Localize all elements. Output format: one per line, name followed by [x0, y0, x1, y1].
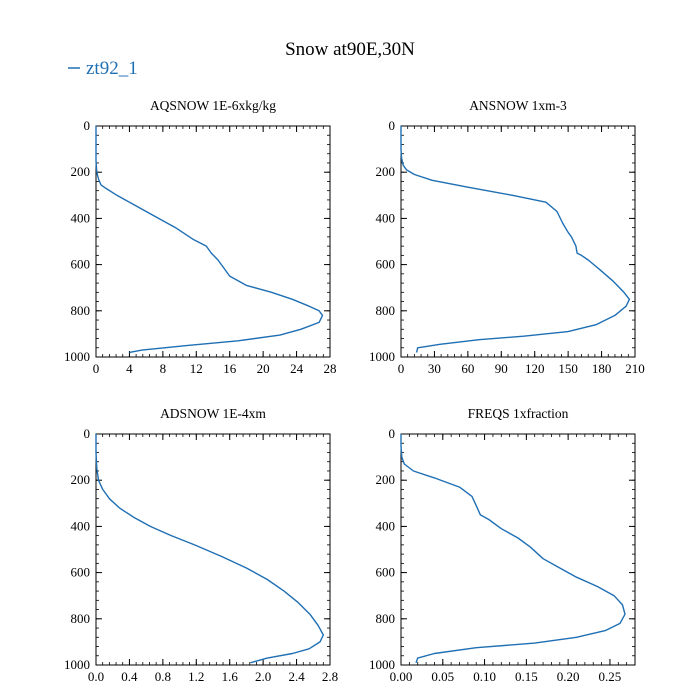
minor-ticks — [95, 433, 331, 666]
legend: zt92_1 — [68, 58, 138, 79]
x-tick-label: 0 — [398, 361, 405, 376]
series-line-zt92_1 — [95, 434, 324, 664]
x-tick-label: 4 — [126, 361, 133, 376]
panel-title: ADSNOW 1E-4xm — [160, 406, 266, 421]
legend-label: zt92_1 — [86, 58, 138, 79]
y-tick-label: 1000 — [64, 657, 90, 672]
x-tick-label: 0.00 — [390, 669, 413, 684]
y-tick-label: 200 — [376, 164, 396, 179]
y-tick-label: 1000 — [64, 349, 90, 364]
panel-title: AQSNOW 1E-6xkg/kg — [150, 98, 276, 113]
x-tick-label: 0.15 — [515, 669, 538, 684]
x-tick-label: 1.6 — [222, 669, 239, 684]
x-tick-label: 16 — [223, 361, 237, 376]
y-tick-label: 600 — [71, 565, 91, 580]
x-tick-label: 28 — [324, 361, 337, 376]
y-tick-label: 400 — [376, 518, 396, 533]
y-tick-label: 400 — [376, 210, 396, 225]
x-tick-label: 90 — [495, 361, 508, 376]
panel-title: ANSNOW 1xm-3 — [469, 98, 567, 113]
series-line-zt92_1 — [95, 126, 324, 354]
series-line-zt92_1 — [400, 434, 626, 663]
y-tick-label: 200 — [71, 164, 91, 179]
y-tick-label: 800 — [71, 611, 91, 626]
x-tick-label: 120 — [525, 361, 545, 376]
x-tick-label: 0.25 — [599, 669, 622, 684]
x-tick-label: 0.0 — [88, 669, 104, 684]
y-tick-label: 0 — [389, 426, 396, 441]
y-tick-label: 0 — [84, 118, 91, 133]
minor-ticks — [95, 125, 331, 358]
y-tick-label: 200 — [71, 472, 91, 487]
x-tick-label: 20 — [257, 361, 270, 376]
y-tick-label: 600 — [376, 257, 396, 272]
y-tick-label: 1000 — [369, 349, 395, 364]
x-tick-label: 210 — [625, 361, 645, 376]
y-tick-label: 400 — [71, 210, 91, 225]
chart-panel-3: ADSNOW 1E-4xm 0.0 0.4 0.8 1.2 1.6 2.0 2.4 2.8 0 20… — [64, 406, 338, 684]
y-tick-label: 600 — [376, 565, 396, 580]
y-tick-label: 600 — [71, 257, 91, 272]
x-tick-label: 1.2 — [188, 669, 204, 684]
y-tick-label: 800 — [376, 611, 396, 626]
x-tick-label: 0.8 — [155, 669, 171, 684]
x-tick-label: 30 — [428, 361, 441, 376]
chart-panel-2: ANSNOW 1xm-3 0 30 60 90 120 150 180 210 0 200 400 60… — [369, 98, 645, 376]
x-tick-label: 150 — [558, 361, 578, 376]
x-tick-label: 12 — [190, 361, 203, 376]
x-tick-label: 24 — [290, 361, 304, 376]
figure-title: Snow at90E,30N — [285, 39, 415, 60]
x-tick-label: 8 — [160, 361, 167, 376]
series-line-zt92_1 — [400, 126, 631, 353]
x-tick-label: 0.4 — [121, 669, 138, 684]
y-tick-label: 800 — [71, 303, 91, 318]
y-tick-label: 0 — [389, 118, 396, 133]
y-tick-label: 200 — [376, 472, 396, 487]
plot-frame — [95, 125, 331, 358]
chart-panel-4: FREQS 1xfraction 0.00 0.05 0.10 0.15 0.20 0.25… — [369, 406, 636, 684]
x-tick-label: 180 — [592, 361, 612, 376]
x-tick-label: 0.05 — [431, 669, 454, 684]
panel-title: FREQS 1xfraction — [468, 406, 569, 421]
plot-frame — [400, 125, 636, 358]
chart-panels: AQSNOW 1E-6xkg/kg0 4 8 12 16 20 24 280200400600… — [64, 98, 645, 684]
y-tick-label: 800 — [376, 303, 396, 318]
x-tick-label: 2.8 — [322, 669, 338, 684]
x-tick-label: 60 — [461, 361, 474, 376]
y-tick-label: 1000 — [369, 657, 395, 672]
chart-panel-1: AQSNOW 1E-6xkg/kg 0 4 8 12 16 20 24 28 0 200 400 600… — [64, 98, 337, 376]
plot-frame — [400, 433, 636, 666]
minor-ticks — [400, 433, 636, 666]
x-tick-label: 0.10 — [473, 669, 496, 684]
y-tick-label: 400 — [71, 518, 91, 533]
x-tick-label: 0.20 — [557, 669, 580, 684]
y-tick-label: 0 — [84, 426, 91, 441]
x-tick-label: 2.4 — [288, 669, 305, 684]
x-tick-label: 2.0 — [255, 669, 271, 684]
plot-frame — [95, 433, 331, 666]
x-tick-label: 0 — [93, 361, 100, 376]
